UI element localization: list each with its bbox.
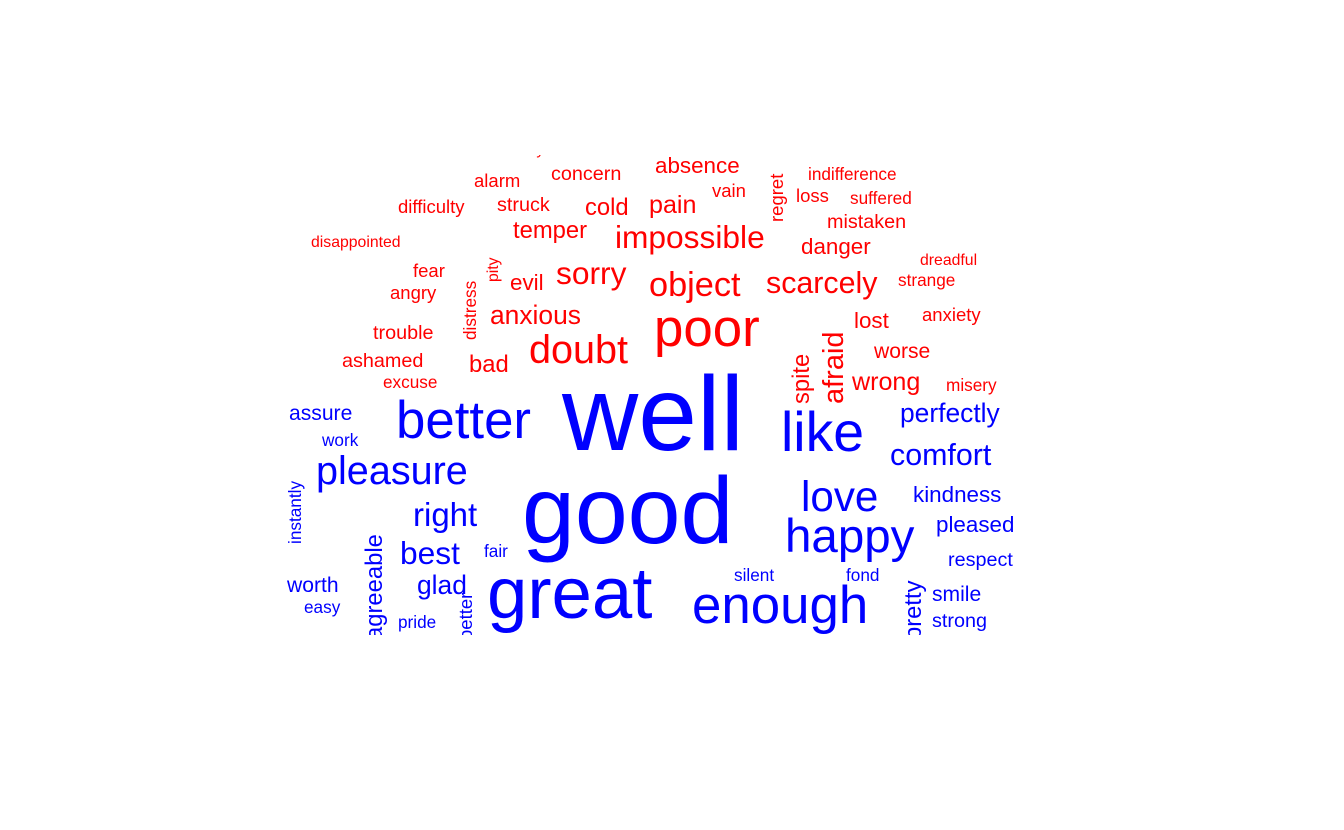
word-scarcely-26: scarcely: [766, 266, 878, 300]
word-mistaken-14: mistaken: [827, 211, 907, 233]
word-misery-42: misery: [946, 375, 997, 395]
word-pretty-68: pretty: [900, 580, 927, 635]
word-pleased-56: pleased: [936, 512, 1015, 537]
word-struck-11: struck: [497, 194, 550, 216]
word-assure-44: assure: [289, 402, 353, 425]
word-fond-63: fond: [846, 565, 880, 585]
word-pleasure-50: pleasure: [316, 449, 468, 493]
word-easy-70: easy: [304, 597, 341, 617]
word-love-53: love: [801, 473, 879, 520]
word-fair-60: fair: [484, 541, 508, 561]
word-work-48: work: [322, 430, 359, 450]
word-sorry-23: sorry: [556, 255, 627, 291]
word-afraid-33: afraid: [818, 331, 850, 404]
word-great-66: great: [487, 553, 653, 634]
word-excuse-41: excuse: [383, 372, 438, 392]
word-regret-7: regret: [766, 173, 787, 222]
word-lost-30: lost: [854, 308, 889, 333]
word-trouble-34: trouble: [373, 322, 434, 344]
word-worth-64: worth: [287, 574, 339, 597]
word-pain-13: pain: [649, 191, 697, 219]
word-anxiety-31: anxiety: [922, 304, 981, 325]
word-distress-20: distress: [460, 280, 480, 340]
word-silent-62: silent: [734, 565, 775, 585]
word-ashamed-38: ashamed: [342, 350, 424, 372]
word-concern-3: concern: [551, 163, 622, 185]
word-wrong-40: wrong: [852, 368, 921, 396]
word-concerned-1: concerned: [826, 155, 900, 158]
word-indifference-4: indifference: [808, 164, 897, 184]
word-loss-8: loss: [796, 185, 829, 206]
word-alarm-5: alarm: [474, 170, 521, 191]
word-impossible-16: impossible: [615, 219, 765, 255]
word-angry-28: angry: [390, 282, 437, 303]
word-good-52: good: [522, 458, 734, 564]
word-dreadful-21: dreadful: [920, 252, 978, 269]
word-better-45: better: [396, 391, 532, 450]
word-perfectly-47: perfectly: [900, 398, 1000, 428]
word-best-59: best: [400, 535, 460, 571]
word-suffered-9: suffered: [850, 188, 912, 208]
word-poor-32: poor: [654, 299, 760, 358]
word-better-73: better: [455, 592, 476, 635]
word-pity-19: pity: [485, 257, 502, 282]
word-fear-22: fear: [413, 260, 445, 281]
word-instantly-51: instantly: [285, 480, 305, 544]
word-vain-6: vain: [712, 180, 746, 201]
word-like-46: like: [781, 401, 865, 463]
word-pride-71: pride: [398, 612, 437, 632]
word-spite-36: spite: [788, 353, 815, 404]
word-evil-24: evil: [510, 270, 544, 295]
word-anxious-29: anxious: [490, 300, 581, 330]
word-worse-37: worse: [874, 340, 931, 363]
word-danger-17: danger: [801, 234, 871, 259]
word-enough-67: enough: [692, 576, 869, 635]
word-difficulty-10: difficulty: [398, 196, 465, 217]
word-cloud: vanity concerned absence concern indifferenc…: [280, 155, 1060, 635]
word-respect-61: respect: [948, 549, 1013, 571]
word-glad-65: glad: [417, 570, 467, 600]
word-right-55: right: [413, 496, 478, 533]
word-strange-27: strange: [898, 270, 956, 290]
word-doubt-35: doubt: [529, 328, 629, 372]
word-bad-39: bad: [469, 351, 509, 378]
word-happy-58: happy: [785, 510, 915, 563]
word-absence-2: absence: [655, 155, 740, 178]
word-disappointed-18: disappointed: [311, 234, 401, 251]
word-strong-72: strong: [932, 610, 987, 632]
word-cold-12: cold: [585, 194, 629, 221]
word-kindness-54: kindness: [913, 482, 1002, 507]
word-agreeable-57: agreeable: [361, 534, 388, 635]
word-comfort-49: comfort: [890, 438, 992, 472]
word-temper-15: temper: [513, 217, 588, 244]
word-object-25: object: [649, 266, 741, 304]
word-well-43: well: [562, 355, 744, 473]
word-smile-69: smile: [932, 583, 982, 606]
word-vanity-0: vanity: [503, 155, 544, 158]
